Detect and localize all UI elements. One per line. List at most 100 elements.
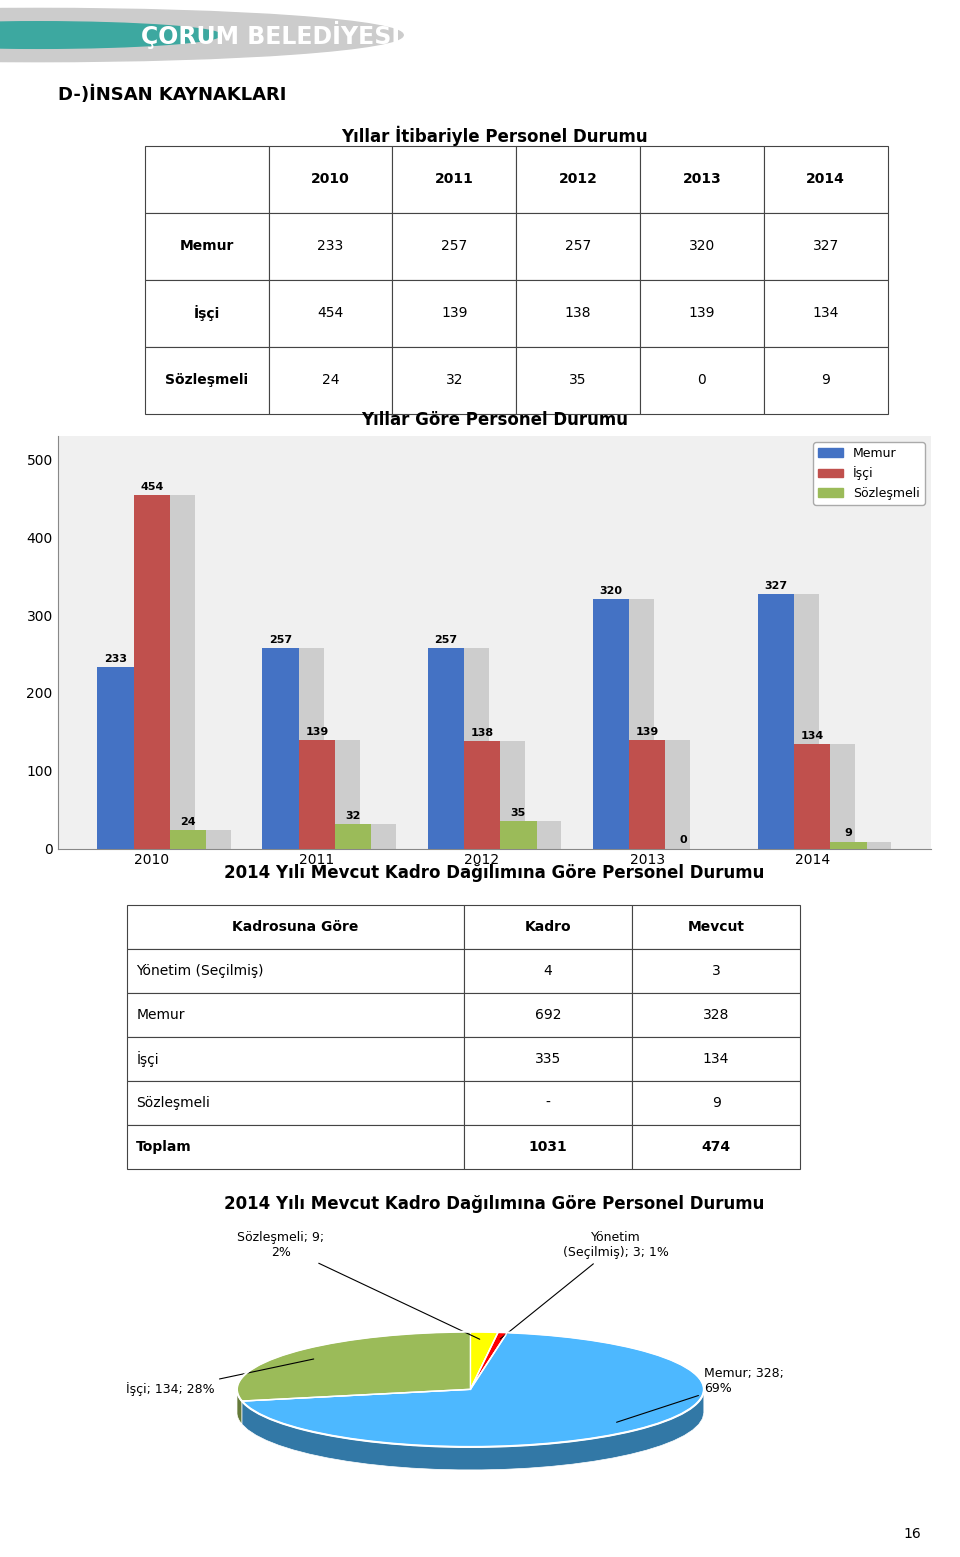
Bar — [269, 213, 393, 280]
Text: 233: 233 — [104, 654, 127, 663]
Bar — [287, 649, 324, 849]
Text: 257: 257 — [442, 240, 468, 254]
Text: 692: 692 — [535, 1007, 562, 1021]
Polygon shape — [237, 1390, 242, 1425]
Bar — [617, 599, 654, 849]
Bar — [489, 741, 525, 849]
Text: Kadro: Kadro — [524, 920, 571, 934]
Bar — [262, 649, 299, 849]
Bar — [464, 741, 500, 849]
Bar — [764, 280, 887, 347]
Bar — [393, 347, 516, 414]
Text: 2014 Yılı Mevcut Kadro Dağılımına Göre Personel Durumu: 2014 Yılı Mevcut Kadro Dağılımına Göre P… — [225, 1194, 764, 1213]
Text: Memur: Memur — [136, 1007, 184, 1021]
Text: 9: 9 — [711, 1096, 721, 1110]
Bar — [516, 146, 640, 213]
Text: 0: 0 — [680, 836, 687, 845]
Text: 24: 24 — [180, 817, 196, 827]
Bar — [632, 905, 800, 948]
Bar — [654, 741, 690, 849]
Text: 257: 257 — [434, 635, 457, 645]
Bar — [360, 824, 396, 849]
Text: 327: 327 — [764, 581, 787, 592]
Bar — [757, 595, 794, 849]
Bar — [128, 948, 464, 993]
Bar — [170, 830, 206, 849]
Bar — [794, 744, 830, 849]
Bar — [145, 280, 269, 347]
Text: 335: 335 — [535, 1053, 561, 1067]
Bar — [464, 948, 632, 993]
Bar — [122, 666, 158, 849]
Bar — [640, 213, 764, 280]
Text: Sözleşmeli; 9;
2%: Sözleşmeli; 9; 2% — [237, 1232, 480, 1339]
Bar — [782, 595, 819, 849]
Text: 2014: 2014 — [806, 173, 845, 187]
Text: 32: 32 — [346, 811, 361, 821]
Bar — [830, 841, 867, 849]
Bar — [269, 347, 393, 414]
Polygon shape — [242, 1390, 704, 1470]
Text: 4: 4 — [543, 964, 552, 978]
Text: 257: 257 — [565, 240, 591, 254]
Bar — [629, 741, 665, 849]
Text: Memur: Memur — [180, 240, 234, 254]
Bar — [640, 146, 764, 213]
Text: 134: 134 — [812, 307, 839, 321]
Bar — [128, 905, 464, 948]
Bar — [393, 146, 516, 213]
Text: -: - — [545, 1096, 550, 1110]
Bar — [764, 213, 887, 280]
Text: 328: 328 — [703, 1007, 730, 1021]
Bar — [632, 1037, 800, 1081]
Text: 134: 134 — [801, 732, 824, 741]
Bar — [128, 1081, 464, 1126]
Bar — [464, 1037, 632, 1081]
Bar — [335, 824, 372, 849]
Text: 35: 35 — [511, 808, 526, 819]
Bar — [97, 666, 133, 849]
Bar — [632, 1126, 800, 1169]
Bar — [819, 744, 855, 849]
Bar — [195, 830, 231, 849]
Bar — [158, 495, 195, 849]
Text: 139: 139 — [441, 307, 468, 321]
Circle shape — [0, 19, 298, 51]
Bar — [516, 347, 640, 414]
Text: 139: 139 — [305, 727, 328, 736]
Bar — [464, 1126, 632, 1169]
Text: 139: 139 — [636, 727, 659, 736]
Bar — [632, 993, 800, 1037]
Text: ÇORUM BELEDİYESİ 2015 YILI PERFORMANS PROGRAMI: ÇORUM BELEDİYESİ 2015 YILI PERFORMANS PR… — [141, 20, 876, 50]
Text: 320: 320 — [688, 240, 715, 254]
Bar — [145, 146, 269, 213]
Bar — [632, 1081, 800, 1126]
Bar — [145, 347, 269, 414]
Circle shape — [0, 22, 221, 48]
Text: Sözleşmeli: Sözleşmeli — [165, 374, 249, 388]
Text: 320: 320 — [599, 587, 622, 596]
Text: 233: 233 — [318, 240, 344, 254]
Text: D-)İNSAN KAYNAKLARI: D-)İNSAN KAYNAKLARI — [58, 86, 286, 104]
Text: 474: 474 — [702, 1140, 731, 1154]
Text: 454: 454 — [140, 483, 163, 492]
Text: Kadrosuna Göre: Kadrosuna Göre — [232, 920, 359, 934]
Bar — [764, 146, 887, 213]
Text: 1031: 1031 — [529, 1140, 567, 1154]
Bar — [464, 993, 632, 1037]
Circle shape — [0, 8, 403, 62]
Bar — [764, 347, 887, 414]
Bar — [516, 280, 640, 347]
Bar — [632, 948, 800, 993]
Title: Yıllar Göre Personel Durumu: Yıllar Göre Personel Durumu — [361, 411, 628, 428]
Text: İşçi; 134; 28%: İşçi; 134; 28% — [127, 1359, 314, 1397]
Text: Yönetim (Seçilmiş): Yönetim (Seçilmiş) — [136, 964, 264, 978]
Polygon shape — [242, 1333, 704, 1446]
Bar — [427, 649, 464, 849]
Text: 134: 134 — [703, 1053, 730, 1067]
Text: 2012: 2012 — [559, 173, 597, 187]
Polygon shape — [470, 1331, 498, 1389]
Text: 35: 35 — [569, 374, 587, 388]
Bar — [299, 741, 335, 849]
Bar — [269, 146, 393, 213]
